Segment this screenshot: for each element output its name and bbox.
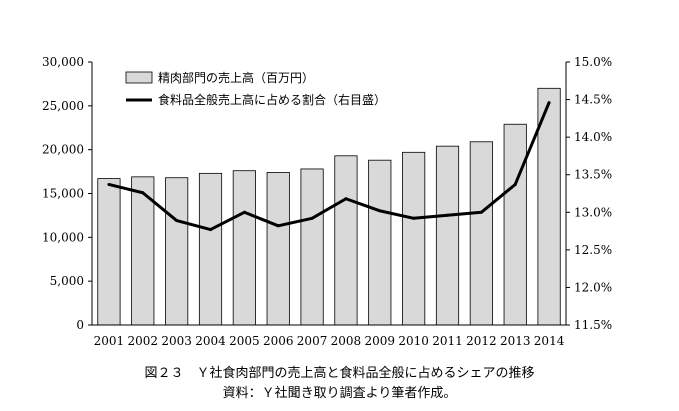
right-tick-label: 11.5%: [574, 318, 612, 332]
bar-2004: [198, 172, 223, 326]
x-tick-label: 2007: [297, 334, 328, 348]
left-axis-ticks: 0 5,000 10,000 15,000 20,000 25,000 30,000: [42, 55, 92, 332]
figure-source: 資料：Ｙ社聞き取り調査より筆者作成。: [222, 386, 457, 401]
x-tick-label: 2008: [331, 334, 362, 348]
line-point-2011: [446, 213, 449, 217]
line-point-2006: [276, 224, 280, 228]
x-tick-label: 2001: [94, 334, 125, 348]
legend-bar-swatch: [125, 71, 153, 84]
left-tick-label: 5,000: [50, 274, 84, 288]
bar-2010: [402, 151, 426, 326]
right-tick-label: 14.5%: [574, 93, 612, 107]
legend: 精肉部門の売上高（百万円） 食料品全般売上高に占める割合（右目盛）: [125, 70, 386, 107]
share-line: [108, 102, 551, 232]
x-axis-labels: 2001 2002 2003 2004 2005 2006 2007 2008 2009 2010…: [94, 334, 565, 348]
x-tick-label: 2012: [466, 334, 497, 348]
x-tick-label: 2014: [534, 334, 565, 348]
bar-2013: [503, 123, 527, 326]
line-point-2001: [107, 182, 111, 186]
left-tick-label: 30,000: [42, 55, 84, 69]
figure-caption: 図２３ Ｙ社食肉部門の売上高と食料品全般に占めるシェアの推移: [144, 366, 535, 381]
right-tick-label: 13.0%: [574, 205, 612, 219]
left-tick-label: 20,000: [42, 143, 84, 157]
x-tick-label: 2004: [195, 334, 226, 348]
x-tick-label: 2006: [263, 334, 294, 348]
x-tick-label: 2013: [500, 334, 531, 348]
x-tick-label: 2011: [432, 334, 463, 348]
line-point-2005: [242, 210, 246, 214]
bar-2001: [97, 178, 121, 326]
right-tick-label: 15.0%: [574, 55, 612, 69]
x-tick-label: 2003: [161, 334, 192, 348]
left-tick-label: 25,000: [42, 99, 84, 113]
right-tick-label: 12.0%: [574, 280, 612, 294]
bar-series: [97, 87, 561, 326]
bar-2012: [469, 141, 493, 326]
line-point-2008: [344, 197, 348, 201]
line-series: [107, 101, 551, 232]
line-point-2010: [412, 216, 416, 220]
x-tick-label: 2002: [128, 334, 159, 348]
bar-2008: [334, 155, 358, 326]
legend-line-label: 食料品全般売上高に占める割合（右目盛）: [158, 92, 386, 107]
left-tick-label: 10,000: [42, 230, 84, 244]
line-point-2003: [175, 219, 179, 223]
right-tick-label: 12.5%: [574, 243, 612, 257]
line-point-2007: [310, 216, 314, 220]
right-tick-label: 13.5%: [574, 168, 612, 182]
bar-2003: [165, 177, 189, 326]
line-point-2014: [547, 101, 551, 105]
right-axis-ticks: 11.5% 12.0% 12.5% 13.0% 13.5% 14.0% 14.5% 15.0%: [566, 55, 612, 332]
x-tick-label: 2005: [229, 334, 260, 348]
bar-2009: [368, 159, 392, 326]
line-point-2009: [378, 209, 382, 213]
line-point-2004: [209, 228, 212, 232]
bar-2011: [435, 145, 460, 326]
x-tick-label: 2009: [365, 334, 396, 348]
left-tick-label: 0: [76, 318, 84, 332]
legend-bar-label: 精肉部門の売上高（百万円）: [158, 70, 314, 85]
bar-2006: [266, 172, 290, 326]
bar-2005: [232, 170, 256, 326]
x-tick-label: 2010: [398, 334, 429, 348]
line-point-2013: [513, 182, 517, 186]
right-tick-label: 14.0%: [574, 130, 612, 144]
line-point-2002: [141, 191, 145, 195]
axes: [91, 62, 567, 326]
bar-2007: [300, 168, 324, 326]
left-tick-label: 15,000: [42, 187, 84, 201]
line-point-2012: [479, 210, 483, 214]
